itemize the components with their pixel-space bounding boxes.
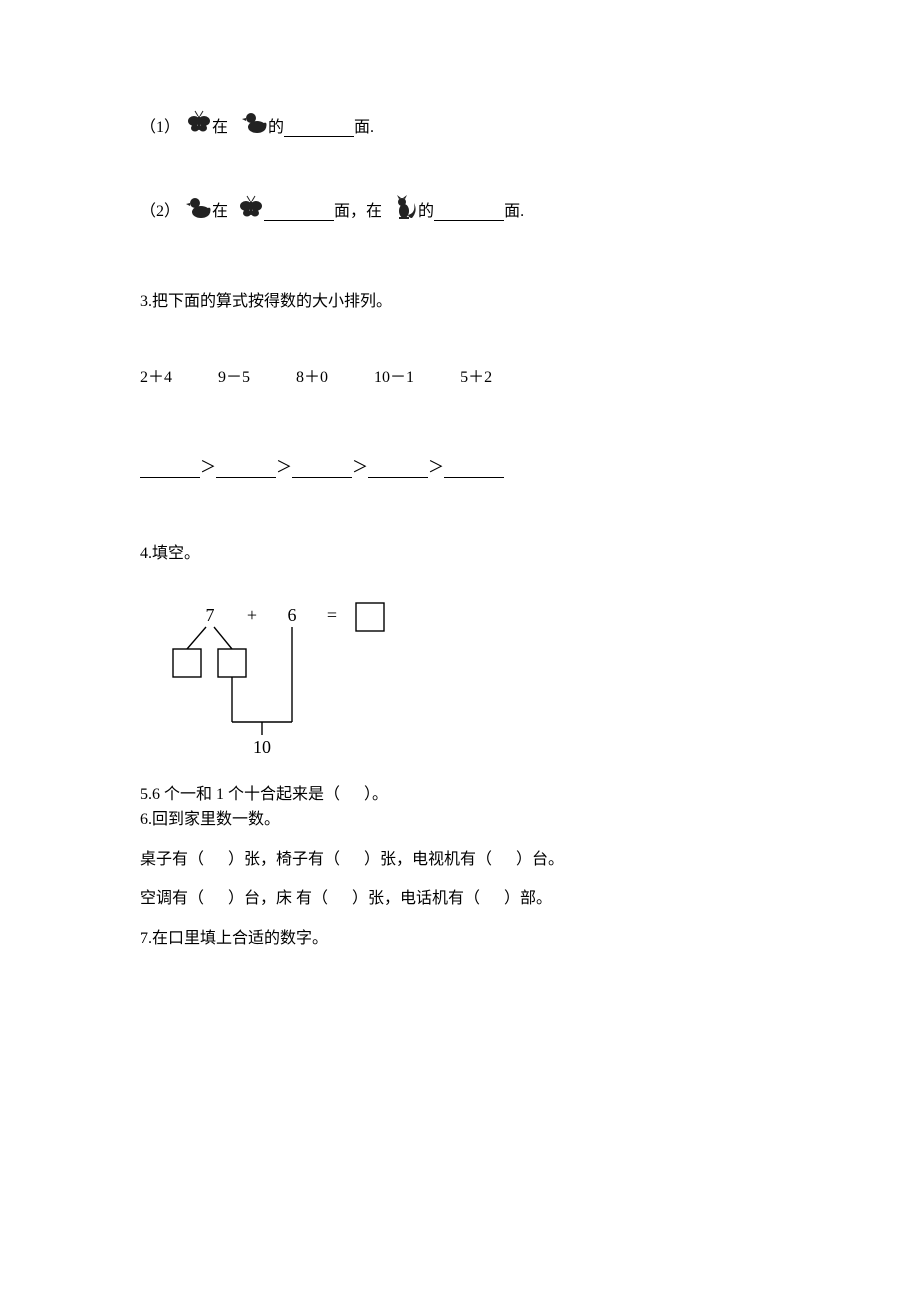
q1-blank[interactable]	[284, 118, 354, 137]
diag-seven: 7	[206, 605, 215, 625]
expr-4: 5＋2	[460, 365, 492, 391]
q1-de: 的	[268, 115, 284, 141]
gt-3: ＞	[428, 455, 444, 481]
diag-split-left	[187, 627, 206, 649]
question-3-title: 3.把下面的算式按得数的大小排列。	[140, 289, 780, 315]
q6-2d: ）部。	[504, 886, 552, 912]
q2-blank-2[interactable]	[434, 202, 504, 221]
q2-label: （2）	[140, 199, 180, 225]
question-1: （1） 在	[140, 110, 780, 145]
question-6-line-2: 空调有（ ）台，床 有（ ）张，电话机有（ ）部。	[140, 886, 780, 912]
q5-post: ）。	[364, 782, 388, 808]
expr-0: 2＋4	[140, 365, 172, 391]
question-4-title: 4.填空。	[140, 541, 780, 567]
q6-1c: ）张，电视机有（	[364, 847, 492, 873]
q6-1-blank-2[interactable]	[340, 847, 364, 873]
worksheet-page: （1） 在	[0, 0, 920, 952]
butterfly-icon	[238, 195, 264, 230]
expr-3: 10－1	[374, 365, 414, 391]
q6-1-blank-3[interactable]	[492, 847, 516, 873]
question-6-title: 6.回到家里数一数。	[140, 807, 780, 833]
q5-pre: 5.6 个一和 1 个十合起来是（	[140, 782, 340, 808]
q6-1a: 桌子有（	[140, 847, 204, 873]
diag-split-right	[214, 627, 232, 649]
duck-icon	[242, 110, 268, 145]
expr-1: 9－5	[218, 365, 250, 391]
diag-eq: =	[327, 605, 337, 625]
q1-label: （1）	[140, 115, 180, 141]
diag-box-right[interactable]	[218, 649, 246, 677]
q2-zai: 在	[212, 199, 228, 225]
order-blank-1[interactable]	[216, 459, 276, 478]
q2-blank-1[interactable]	[264, 202, 334, 221]
diag-ten: 10	[253, 737, 271, 757]
q2-mian: 面.	[504, 199, 524, 225]
gt-0: ＞	[200, 455, 216, 481]
diag-plus: +	[247, 605, 257, 625]
order-blank-4[interactable]	[444, 459, 504, 478]
question-2: （2） 在	[140, 195, 780, 230]
q6-1b: ）张，椅子有（	[228, 847, 340, 873]
q6-2-blank-2[interactable]	[328, 886, 352, 912]
squirrel-icon	[392, 195, 418, 230]
expr-2: 8＋0	[296, 365, 328, 391]
order-blank-2[interactable]	[292, 459, 352, 478]
duck-icon	[186, 195, 212, 230]
question-3-expressions: 2＋4 9－5 8＋0 10－1 5＋2	[140, 365, 780, 391]
q6-1-blank-1[interactable]	[204, 847, 228, 873]
order-blank-0[interactable]	[140, 459, 200, 478]
order-blank-3[interactable]	[368, 459, 428, 478]
q6-1d: ）台。	[516, 847, 564, 873]
question-5: 5.6 个一和 1 个十合起来是（ ）。	[140, 782, 780, 808]
diag-box-left[interactable]	[173, 649, 201, 677]
diag-result-box[interactable]	[356, 603, 384, 631]
q2-de: 的	[418, 199, 434, 225]
question-4-diagram: 7 + 6 = 10	[140, 597, 410, 762]
q2-mid: 面，在	[334, 199, 382, 225]
gt-1: ＞	[276, 455, 292, 481]
question-7-title: 7.在口里填上合适的数字。	[140, 926, 780, 952]
q6-2-blank-3[interactable]	[480, 886, 504, 912]
q6-2a: 空调有（	[140, 886, 204, 912]
gt-2: ＞	[352, 455, 368, 481]
q6-2-blank-1[interactable]	[204, 886, 228, 912]
q6-2c: ）张，电话机有（	[352, 886, 480, 912]
q1-mian: 面.	[354, 115, 374, 141]
question-6-line-1: 桌子有（ ）张，椅子有（ ）张，电视机有（ ）台。	[140, 847, 780, 873]
q1-zai: 在	[212, 115, 228, 141]
butterfly-icon	[186, 110, 212, 145]
q6-2b: ）台，床 有（	[228, 886, 328, 912]
q5-blank[interactable]	[340, 782, 364, 808]
diag-six: 6	[288, 605, 297, 625]
question-3-ordering: ＞ ＞ ＞ ＞	[140, 455, 780, 481]
